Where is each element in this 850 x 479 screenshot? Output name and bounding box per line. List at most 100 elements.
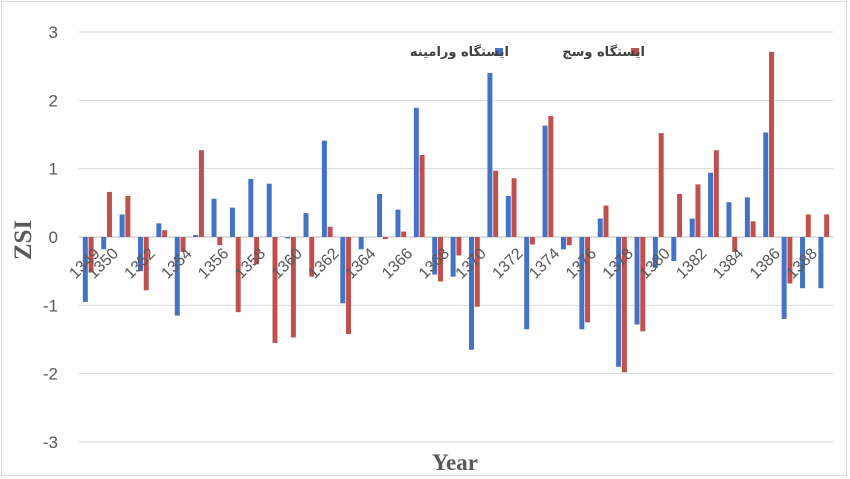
bar-series-2-1384 <box>732 237 738 253</box>
bar-series-2-1355 <box>198 150 204 237</box>
bar-series-2-1388 <box>805 214 811 237</box>
bar-series-2-1387 <box>787 237 793 284</box>
bar-series-1-1375 <box>560 237 566 250</box>
bar-series-2-1372 <box>511 178 517 237</box>
bar-series-2-1366 <box>401 231 407 237</box>
bar-series-2-1370 <box>474 237 480 307</box>
y-tick-label: 0 <box>49 228 58 247</box>
bar-series-2-1373 <box>529 237 535 245</box>
bar-series-2-1379 <box>640 237 646 332</box>
bar-series-2-1353 <box>162 230 168 237</box>
bar-series-1-1381 <box>671 237 677 261</box>
bar-series-1-1380 <box>652 237 658 268</box>
bar-series-1-1373 <box>524 237 530 330</box>
bar-series-1-1371 <box>487 73 493 237</box>
legend-label-series-2: ایستگاه وسج <box>562 44 645 60</box>
bar-series-2-1374 <box>548 116 554 237</box>
y-tick-label: 2 <box>49 91 58 110</box>
bar-series-2-1362 <box>327 226 333 237</box>
bar-series-1-1389 <box>818 237 824 289</box>
bar-series-2-1360 <box>290 237 296 338</box>
bar-series-1-1378 <box>616 237 622 367</box>
bar-series-2-1378 <box>621 237 627 373</box>
bar-series-2-1389 <box>824 214 830 237</box>
y-tick-label: -2 <box>43 365 58 384</box>
bar-series-2-1368 <box>438 237 443 282</box>
bar-series-1-1369 <box>450 237 456 277</box>
bar-series-1-1372 <box>505 196 511 237</box>
legend-swatch-series-1 <box>495 48 503 56</box>
bar-series-2-1356 <box>217 237 223 246</box>
x-tick-label: 1356 <box>195 245 232 282</box>
bar-series-1-1384 <box>726 202 732 237</box>
x-tick-label: 1368 <box>416 245 453 282</box>
bar-series-2-1365 <box>382 237 388 240</box>
bar-series-2-1352 <box>143 237 149 291</box>
bar-series-2-1363 <box>346 237 352 335</box>
x-tick-label: 1386 <box>747 245 784 282</box>
bar-series-1-1363 <box>340 237 346 304</box>
x-tick-label: 1384 <box>710 245 747 282</box>
x-tick-label: 1374 <box>526 245 563 282</box>
bar-series-1-1361 <box>303 213 309 237</box>
bar-series-1-1354 <box>174 237 180 316</box>
x-tick-label: 1352 <box>122 245 159 282</box>
bar-series-1-1357 <box>229 207 235 237</box>
bar-series-1-1383 <box>708 172 714 237</box>
bar-series-1-1358 <box>248 178 254 237</box>
bar-series-2-1383 <box>713 150 719 237</box>
bar-series-1-1362 <box>321 140 327 237</box>
y-tick-label: 1 <box>49 160 58 179</box>
bar-series-2-1376 <box>585 237 591 323</box>
bar-series-1-1388 <box>800 237 806 289</box>
bar-series-1-1385 <box>744 197 750 237</box>
bar-series-1-1364 <box>358 237 364 250</box>
bar-series-1-1352 <box>138 237 143 272</box>
y-tick-label: 3 <box>49 23 58 42</box>
y-tick-labels: -3 -2 -1 0 1 2 3 <box>43 23 58 452</box>
legend: ایستگاه ورامینه ایستگاه وسج <box>410 44 645 60</box>
bar-series-2-1381 <box>677 193 683 237</box>
bar-series-2-1358 <box>254 237 260 265</box>
legend-label-series-1: ایستگاه ورامینه <box>410 44 509 60</box>
bar-series-2-1349 <box>88 237 94 273</box>
bar-series-1-1382 <box>689 218 695 237</box>
bar-series-1-1370 <box>469 237 474 350</box>
gridlines <box>79 31 833 443</box>
x-tick-label: 1372 <box>489 245 526 282</box>
bar-series-2-1361 <box>309 237 315 277</box>
bar-series-2-1382 <box>695 184 701 237</box>
bar-series-2-1375 <box>566 237 572 246</box>
bar-series-2-1359 <box>272 237 278 343</box>
bar-series-1-1366 <box>395 209 401 237</box>
bar-series-1-1387 <box>781 237 787 319</box>
bar-series-1-1379 <box>634 237 640 325</box>
bar-series-1-1360 <box>285 237 291 239</box>
bar-series-1-1350 <box>101 237 107 250</box>
bar-series-1-1349 <box>82 237 88 302</box>
bar-series-1-1386 <box>763 132 769 237</box>
bar-series-1-1374 <box>542 125 548 237</box>
bar-series-1-1376 <box>579 237 585 330</box>
bar-series-2-1351 <box>125 196 131 237</box>
bar-series-1-1367 <box>413 107 419 237</box>
bar-series-1-1377 <box>597 218 603 237</box>
bar-series-2-1367 <box>419 155 425 237</box>
bar-series-1-1355 <box>193 234 199 237</box>
bar-series-2-1385 <box>750 221 756 237</box>
x-tick-label: 1366 <box>379 245 416 282</box>
bar-series-2-1369 <box>456 237 462 256</box>
bar-series-2-1386 <box>769 51 774 237</box>
bar-series-2-1357 <box>235 237 241 313</box>
bar-series-2-1371 <box>493 170 499 237</box>
legend-swatch-series-2 <box>631 48 639 56</box>
x-axis-title: Year <box>432 450 478 475</box>
bar-series-1-1365 <box>377 193 383 237</box>
y-tick-label: -3 <box>43 433 58 452</box>
bar-series-2-1354 <box>180 237 186 253</box>
bar-series-1-1368 <box>432 237 438 275</box>
bars <box>82 51 830 373</box>
bar-series-1-1351 <box>119 214 125 237</box>
bar-series-2-1380 <box>658 133 664 237</box>
y-axis-title: ZSI <box>10 220 37 260</box>
